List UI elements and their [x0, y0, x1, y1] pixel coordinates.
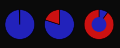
Wedge shape	[5, 10, 35, 39]
Wedge shape	[99, 10, 108, 24]
Wedge shape	[84, 10, 114, 39]
Wedge shape	[19, 10, 20, 24]
Circle shape	[92, 18, 106, 31]
Wedge shape	[45, 10, 74, 39]
Wedge shape	[45, 10, 59, 24]
